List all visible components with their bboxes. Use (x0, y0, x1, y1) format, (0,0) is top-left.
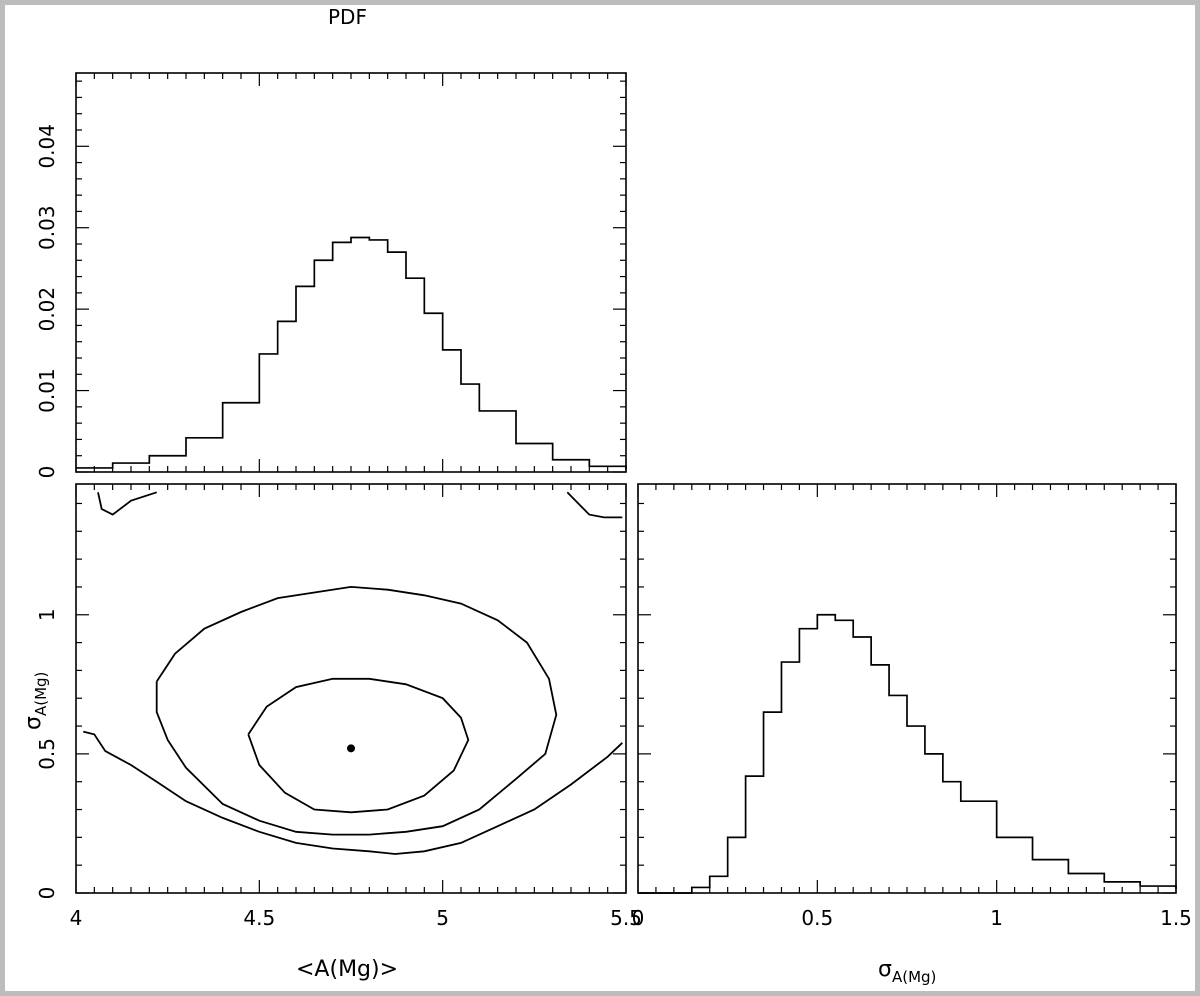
pdf-sigma-panel: 0 0.5 1 1.5 σA(Mg) (632, 483, 1192, 986)
y-tick-label: 0.04 (35, 124, 59, 169)
x-tick-label: 5.5 (610, 906, 642, 930)
joint-contours (83, 491, 623, 855)
x-tick-label: 1.5 (1160, 906, 1192, 930)
joint-contour-panel: 4 4.5 5 5.500.51 <A(Mg)> σA(Mg) (21, 483, 642, 982)
x-tick-label: 1 (990, 906, 1003, 930)
y-axis-label-sigma: σA(Mg) (21, 672, 50, 730)
pdf-mean-panel: 0 0.01 0.02 0.03 0.04 (35, 72, 627, 478)
y-tick-label: 0.02 (35, 287, 59, 332)
contour-outer-top-left (97, 491, 157, 516)
x-tick-label: 5 (436, 906, 449, 930)
pdf-mean-axes (75, 72, 627, 473)
y-tick-label: 0.5 (35, 738, 59, 770)
pdf-sigma-ticks (637, 484, 1177, 894)
x-tick-label: 0 (632, 906, 645, 930)
joint-ticks (75, 484, 627, 894)
y-tick-label: 0 (35, 466, 59, 479)
y-tick-label: 0.03 (35, 205, 59, 250)
y-tick-label: 0 (35, 887, 59, 900)
contour-outer-top-right (566, 491, 623, 519)
best-fit-point (347, 744, 355, 753)
x-tick-label: 0.5 (801, 906, 833, 930)
pdf-sigma-tick-labels: 0 0.5 1 1.5 (632, 906, 1192, 930)
x-axis-label-mean: <A(Mg)> (296, 957, 398, 982)
x-axis-label-sigma: σA(Mg) (878, 957, 936, 986)
x-tick-label: 4.5 (243, 906, 275, 930)
y-tick-label: 1 (35, 608, 59, 621)
x-tick-label: 4 (70, 906, 83, 930)
y-tick-label: 0.01 (35, 368, 59, 413)
pdf-mean-histogram (76, 236, 627, 470)
contour-inner (247, 677, 470, 814)
pdf-sigma-histogram (638, 613, 1177, 894)
joint-tick-labels: 4 4.5 5 5.500.51 (35, 608, 642, 930)
pdf-sigma-axes (637, 483, 1177, 894)
contour-middle (155, 585, 558, 836)
pdf-mean-ticks (75, 73, 627, 473)
joint-axes (75, 483, 627, 894)
pdf-mean-tick-labels: 0 0.01 0.02 0.03 0.04 (35, 124, 59, 478)
contour-outer-lower (83, 730, 623, 855)
page-title: PDF (328, 5, 367, 29)
